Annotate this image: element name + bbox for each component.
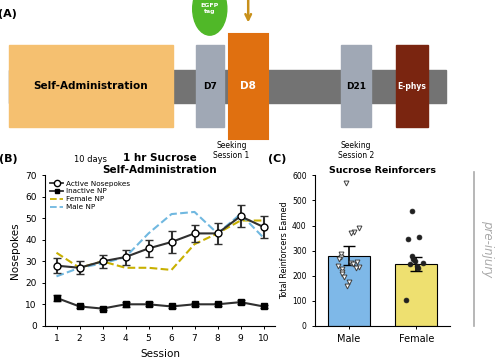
Text: 10 days: 10 days	[74, 155, 108, 164]
Text: EGFP
tag: EGFP tag	[200, 4, 219, 14]
Text: D21: D21	[346, 82, 366, 91]
Text: D7: D7	[203, 82, 216, 91]
Bar	[395, 263, 438, 326]
Text: (C): (C)	[268, 154, 286, 164]
X-axis label: Session: Session	[140, 349, 180, 358]
Ellipse shape	[192, 0, 227, 35]
Bar	[229, 34, 268, 139]
Text: Seeking
Session 1: Seeking Session 1	[214, 141, 250, 160]
Bar	[9, 45, 173, 127]
Bar	[328, 256, 370, 326]
Title: Sucrose Reinforcers: Sucrose Reinforcers	[329, 166, 436, 175]
Bar	[196, 45, 224, 127]
Text: (A): (A)	[0, 9, 16, 19]
Bar	[396, 45, 428, 127]
Text: E-phys: E-phys	[398, 82, 426, 91]
Legend: Active Nosepokes, Inactive NP, Female NP, Male NP: Active Nosepokes, Inactive NP, Female NP…	[48, 179, 132, 212]
Bar	[9, 70, 446, 103]
Text: D8: D8	[240, 81, 256, 91]
Y-axis label: Total Reinforcers Earned: Total Reinforcers Earned	[280, 202, 289, 299]
Text: Self-Administration: Self-Administration	[34, 81, 148, 91]
Text: (B): (B)	[0, 154, 18, 164]
Text: Seeking
Session 2: Seeking Session 2	[338, 141, 374, 160]
Y-axis label: Nosepokes: Nosepokes	[10, 222, 20, 279]
Text: pre-injury: pre-injury	[481, 220, 494, 277]
Title: 1 hr Sucrose
Self-Administration: 1 hr Sucrose Self-Administration	[102, 153, 218, 175]
Bar	[341, 45, 371, 127]
